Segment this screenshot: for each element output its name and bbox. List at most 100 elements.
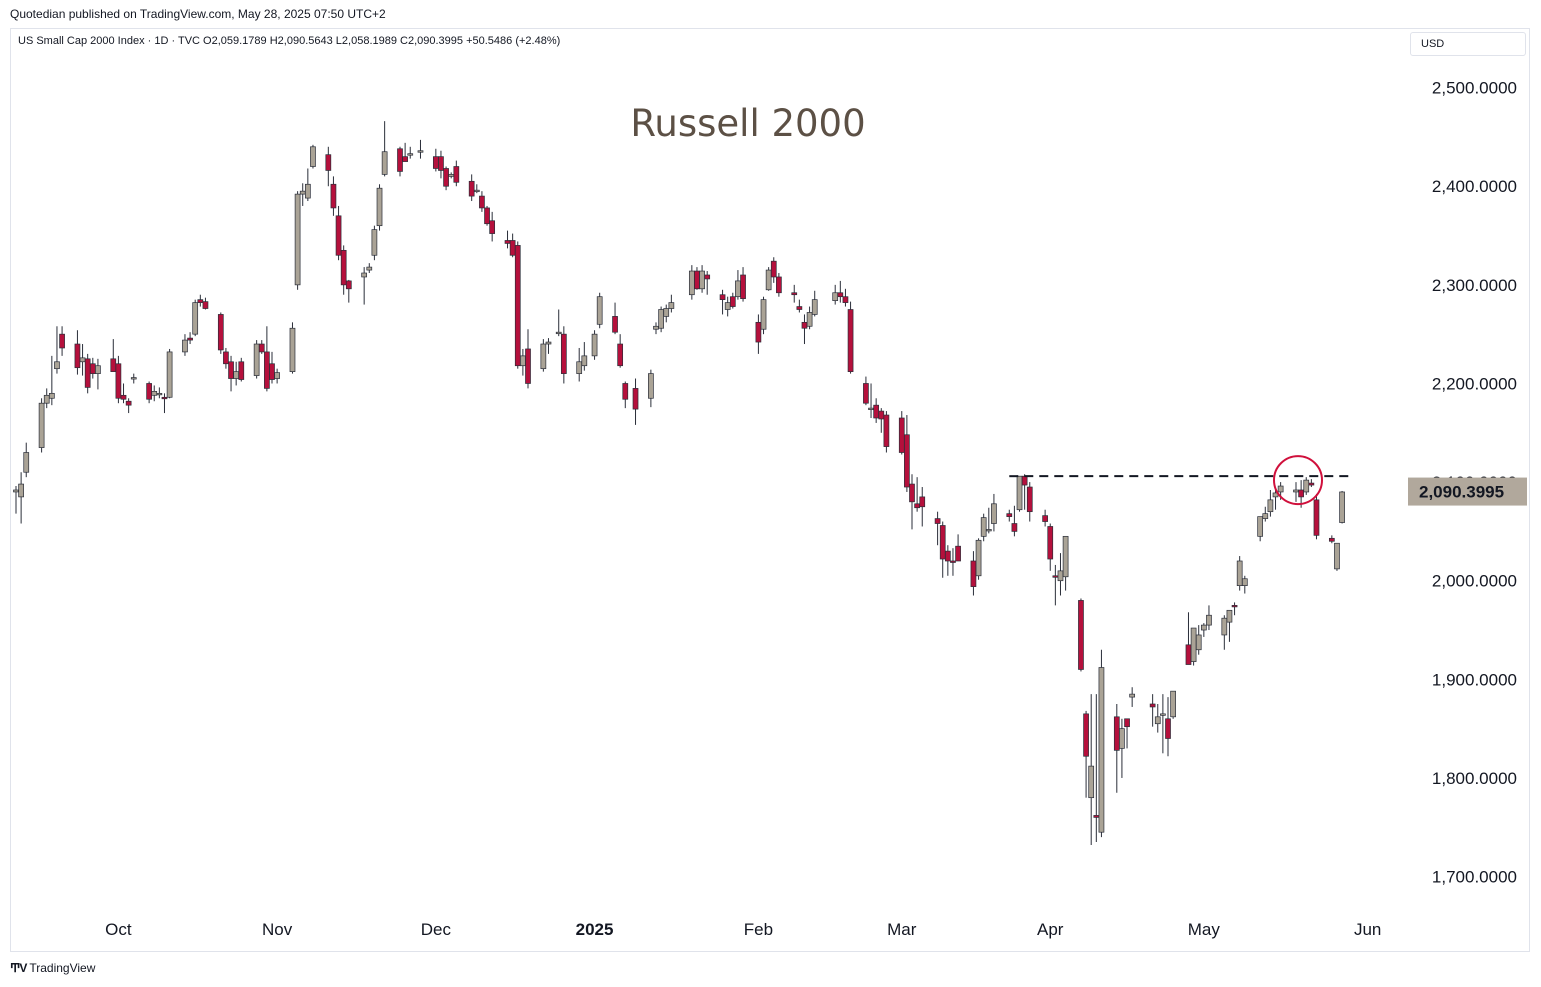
candle bbox=[1006, 509, 1013, 522]
candle bbox=[740, 267, 746, 302]
candle-body bbox=[540, 343, 547, 370]
y-tick-label: 1,700.0000 bbox=[1432, 868, 1517, 887]
candle bbox=[653, 322, 659, 335]
currency-selector[interactable]: USD bbox=[1410, 32, 1526, 56]
publisher-credit: Quotedian published on TradingView.com, … bbox=[10, 7, 386, 21]
candle bbox=[934, 511, 941, 546]
candle-body bbox=[735, 280, 741, 298]
candle-body bbox=[668, 302, 675, 309]
symbol-name[interactable]: US Small Cap 2000 Index · 1D · TVC bbox=[18, 35, 200, 47]
candle-body bbox=[151, 391, 158, 396]
candle bbox=[1165, 697, 1171, 757]
candle-body bbox=[417, 150, 424, 153]
candle-body bbox=[504, 240, 511, 244]
candle-body bbox=[299, 190, 306, 195]
candle bbox=[448, 172, 455, 179]
candle bbox=[74, 330, 81, 375]
candle bbox=[596, 292, 603, 329]
candle-body bbox=[688, 270, 695, 296]
candle-body bbox=[898, 417, 905, 453]
candle-body bbox=[1313, 499, 1320, 536]
candle bbox=[192, 299, 199, 337]
x-axis[interactable]: Oct Nov Dec 2025 Feb Mar Apr May Jun bbox=[105, 920, 1381, 939]
candle-body bbox=[23, 452, 30, 473]
legend-change: +50.5486 (+2.48%) bbox=[466, 35, 561, 47]
candle-body bbox=[120, 394, 127, 400]
candle-body bbox=[525, 348, 531, 384]
candle-body bbox=[264, 351, 270, 389]
candle-body bbox=[1129, 693, 1136, 698]
candle bbox=[253, 340, 260, 379]
candle bbox=[1339, 490, 1345, 524]
candle bbox=[202, 297, 209, 310]
candle-body bbox=[89, 363, 96, 374]
candle bbox=[238, 357, 245, 382]
candle bbox=[1011, 505, 1018, 537]
candle bbox=[258, 340, 265, 354]
candle-body bbox=[591, 333, 598, 357]
candle-body bbox=[719, 294, 726, 300]
candle bbox=[228, 355, 234, 392]
candle-body bbox=[38, 402, 45, 448]
candle-body bbox=[1185, 644, 1192, 665]
candle-body bbox=[868, 407, 874, 410]
y-tick-label: 2,500.0000 bbox=[1432, 79, 1517, 98]
candle bbox=[223, 347, 229, 369]
candle bbox=[1160, 694, 1166, 754]
candle bbox=[811, 290, 818, 317]
candle bbox=[760, 296, 767, 335]
candle-body bbox=[878, 410, 885, 420]
candle bbox=[330, 176, 337, 216]
candle bbox=[79, 344, 86, 376]
candle-body bbox=[59, 333, 65, 349]
candle-body bbox=[1328, 537, 1335, 542]
candle-body bbox=[1267, 499, 1274, 513]
candle-body bbox=[617, 343, 624, 367]
candle-body bbox=[146, 383, 152, 400]
candle bbox=[837, 280, 844, 303]
candle bbox=[1206, 605, 1212, 631]
candle-body bbox=[581, 355, 588, 367]
candle bbox=[1313, 493, 1320, 540]
candle-body bbox=[402, 156, 408, 162]
x-tick-label: May bbox=[1188, 920, 1221, 939]
candle-body bbox=[1042, 515, 1048, 522]
candle-body bbox=[13, 489, 19, 493]
candle-body bbox=[371, 229, 378, 256]
candle bbox=[704, 271, 711, 295]
legend-low: L2,058.1989 bbox=[335, 35, 397, 47]
candle-body bbox=[489, 220, 496, 234]
candle-body bbox=[755, 321, 762, 343]
candle-body bbox=[294, 193, 301, 286]
candle-body bbox=[397, 148, 403, 172]
candle bbox=[38, 398, 45, 453]
candle bbox=[668, 294, 675, 313]
candle bbox=[617, 334, 624, 368]
candle-body bbox=[770, 260, 777, 278]
candle bbox=[335, 205, 342, 261]
x-tick-label: Feb bbox=[744, 920, 773, 939]
candle bbox=[1241, 575, 1248, 594]
candle-body bbox=[443, 168, 449, 187]
candle-body bbox=[1083, 713, 1089, 757]
tradingview-brand[interactable]: ͲV TradingView bbox=[10, 961, 95, 975]
candle-body bbox=[1052, 575, 1059, 578]
candle-body bbox=[1011, 523, 1018, 532]
candle bbox=[1078, 598, 1084, 672]
candle-body bbox=[1277, 485, 1284, 493]
x-tick-label: Mar bbox=[887, 920, 917, 939]
candle-body bbox=[1160, 713, 1166, 716]
candle bbox=[991, 493, 997, 532]
candle-body bbox=[740, 274, 746, 300]
candle bbox=[735, 270, 741, 300]
candle-body bbox=[545, 341, 552, 345]
candle bbox=[883, 411, 890, 453]
candle-body bbox=[1257, 516, 1264, 537]
candle-body bbox=[156, 392, 163, 396]
candle bbox=[381, 121, 388, 177]
candle-body bbox=[366, 266, 373, 271]
candle bbox=[304, 168, 311, 202]
candle-body bbox=[84, 358, 91, 388]
candle-body bbox=[1016, 475, 1023, 511]
